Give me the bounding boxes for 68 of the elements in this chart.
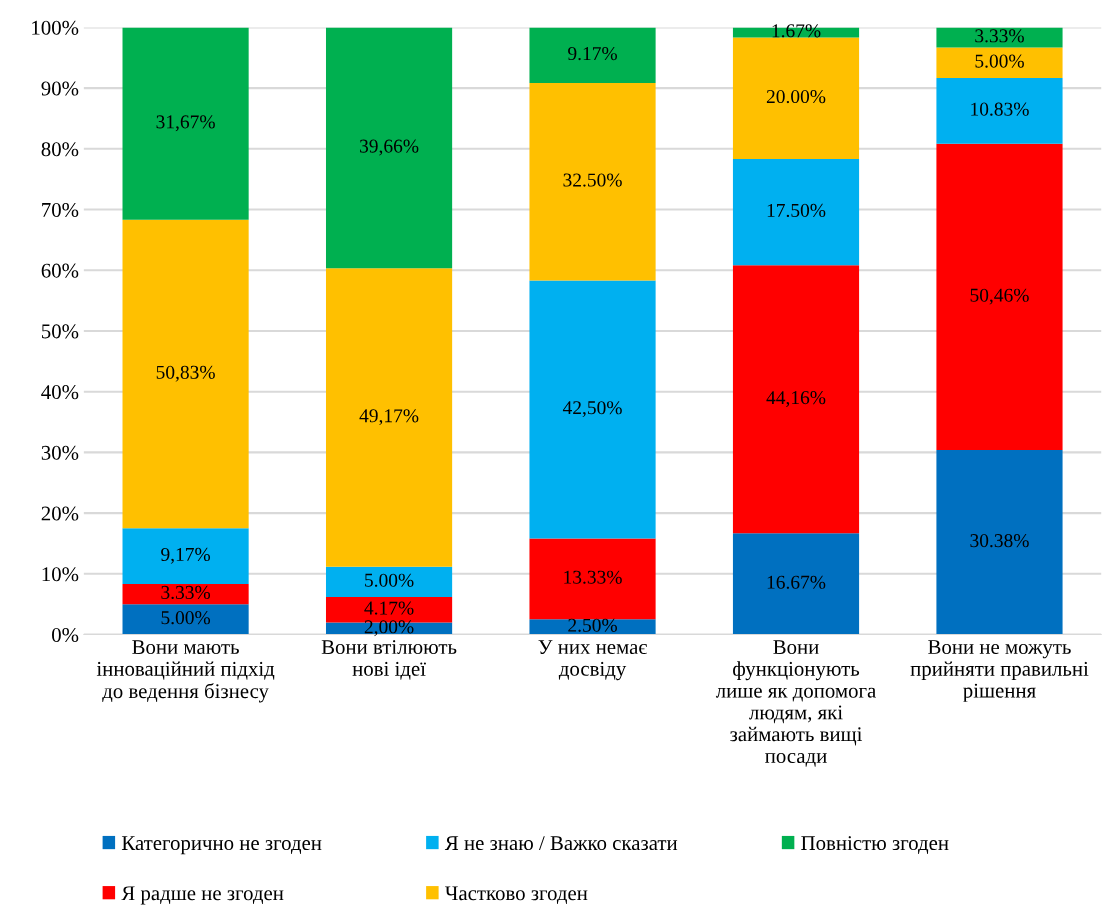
data-label: 16.67%: [767, 575, 826, 589]
bar: [732, 37, 860, 159]
data-label: 5.00%: [161, 611, 211, 625]
bar: [325, 268, 453, 567]
legend-label: Частково згоден: [445, 886, 588, 905]
data-label: 42,50%: [562, 401, 622, 418]
bar: [529, 27, 656, 84]
y-tick-label: 70%: [42, 202, 79, 218]
bar: [122, 604, 249, 635]
data-label: 39,66%: [360, 139, 419, 156]
legend-label: Повністю згоден: [801, 836, 949, 854]
data-label: 3.33%: [975, 29, 1024, 43]
data-label: 9.17%: [568, 46, 617, 61]
bar: [529, 619, 656, 635]
data-label: 4.17%: [364, 601, 414, 615]
bar: [936, 27, 1063, 48]
bar: [936, 143, 1063, 451]
bar: [732, 158, 860, 266]
data-label: 9,17%: [161, 547, 211, 564]
y-tick-label: 40%: [41, 385, 79, 400]
y-tick-label: 90%: [41, 81, 79, 96]
legend-label: Категорично не згоден: [121, 836, 322, 855]
data-label: 10.83%: [971, 102, 1029, 116]
data-label: 30.38%: [970, 534, 1029, 548]
x-tick-label: Вони функціонують лише як допомога людям, які займають вищі посади: [715, 640, 876, 767]
y-tick-label: 10%: [42, 567, 79, 582]
data-label: 2,00%: [364, 620, 414, 637]
legend-label: Я радше не згоден: [121, 886, 284, 905]
bar: [936, 47, 1063, 78]
data-label: 1.67%: [772, 24, 821, 38]
bar: [529, 83, 656, 281]
legend-label: Я не знаю / Важко сказати: [444, 836, 678, 851]
data-label: 20.00%: [766, 89, 826, 104]
data-label: 5.00%: [365, 573, 414, 587]
bar: [122, 583, 249, 605]
y-tick-label: 100%: [32, 20, 79, 35]
data-label: 50,83%: [156, 365, 215, 382]
bar: [122, 27, 249, 220]
x-tick-label: Вони не можуть прийняти правильні рішення: [910, 640, 1089, 702]
bar: [325, 27, 453, 269]
bar: [325, 566, 453, 598]
data-label: 13.33%: [564, 570, 622, 584]
y-tick-label: 50%: [42, 324, 79, 339]
bar: [936, 77, 1063, 144]
data-label: 49,17%: [359, 409, 419, 426]
data-label: 17.50%: [767, 203, 826, 218]
data-label: 31,67%: [156, 115, 215, 132]
bar: [529, 538, 656, 620]
y-tick-label: 60%: [41, 263, 79, 278]
bar: [732, 533, 860, 635]
bar: [936, 450, 1063, 635]
data-label: 5.00%: [975, 54, 1024, 68]
bar: [122, 528, 249, 584]
x-tick-label: Вони мають інноваційний підхід до ведення бізнесу: [96, 640, 275, 703]
data-label: 44,16%: [766, 391, 826, 407]
y-tick-label: 0%: [52, 627, 79, 643]
x-tick-label: Вони втілюють нові ідеї: [321, 640, 457, 680]
data-label: 50,46%: [970, 288, 1029, 305]
x-tick-label: У них немає досвіду: [538, 640, 647, 681]
bar: [529, 280, 656, 539]
data-label: 32.50%: [563, 173, 622, 187]
bar: [122, 219, 249, 529]
y-tick-label: 30%: [41, 445, 79, 460]
data-label: 2.50%: [568, 618, 617, 632]
data-label: 3.33%: [161, 585, 211, 600]
bar: [732, 265, 860, 534]
y-tick-label: 80%: [41, 142, 79, 157]
y-tick-label: 20%: [41, 506, 79, 521]
